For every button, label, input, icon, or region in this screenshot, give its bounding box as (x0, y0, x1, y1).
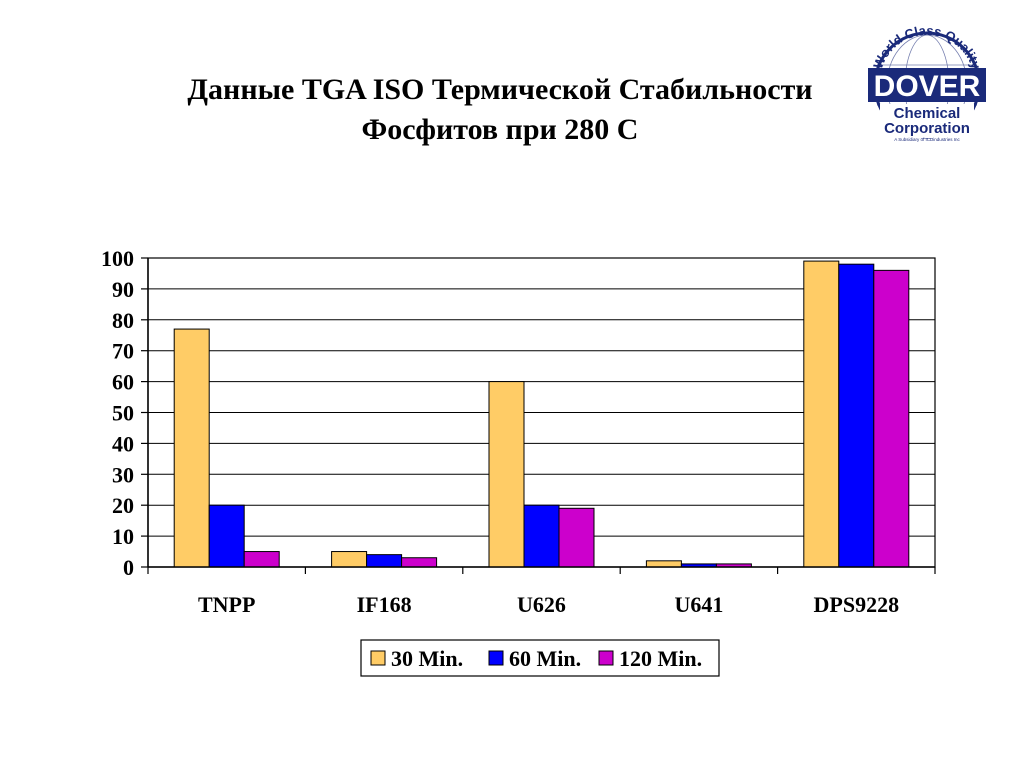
legend-swatch (598, 650, 614, 666)
y-tick-label: 50 (112, 401, 134, 426)
bar (873, 269, 910, 568)
bar (173, 328, 210, 568)
logo-brand: DOVER (874, 70, 981, 103)
x-tick-label: U626 (517, 592, 566, 617)
chart-title-line-2: Фосфитов при 280 С (361, 113, 639, 146)
bar (558, 507, 595, 568)
dover-logo: World Class Quality DOVER Chemical Corpo… (868, 23, 986, 142)
bar (488, 381, 525, 568)
bar (243, 551, 280, 568)
x-tick-label: U641 (674, 592, 723, 617)
x-tick-label: IF168 (357, 592, 412, 617)
bar (401, 557, 438, 568)
bar (523, 504, 560, 568)
logo-line-2: Corporation (884, 120, 970, 137)
x-tick-label: DPS9228 (814, 592, 900, 617)
y-tick-label: 70 (112, 339, 134, 364)
bar (838, 263, 875, 568)
bar (331, 551, 368, 568)
y-tick-label: 100 (101, 246, 134, 271)
legend-swatch (488, 650, 504, 666)
y-tick-label: 60 (112, 370, 134, 395)
y-tick-label: 90 (112, 277, 134, 302)
y-tick-label: 0 (123, 555, 134, 580)
legend-label: 60 Min. (509, 646, 581, 671)
logo-line-1: Chemical (894, 105, 961, 122)
bar (645, 560, 682, 568)
legend-box (360, 639, 720, 677)
bar (208, 504, 245, 568)
chart-title-line-1: Данные TGA ISO Термической Стабильности (187, 73, 813, 106)
legend-swatch (370, 650, 386, 666)
chart-title: Данные TGA ISO Термической Стабильности … (80, 70, 920, 150)
y-tick-label: 20 (112, 493, 134, 518)
logo-subline: A Subsidiary of ICDindustries Inc (894, 137, 960, 142)
y-tick-label: 80 (112, 308, 134, 333)
legend-label: 120 Min. (619, 646, 702, 671)
x-tick-label: TNPP (198, 592, 255, 617)
y-tick-label: 40 (112, 431, 134, 456)
legend: 30 Min. 60 Min. 120 Min. (360, 639, 720, 677)
legend-label: 30 Min. (391, 646, 463, 671)
bars-layer (173, 260, 910, 568)
y-tick-label: 10 (112, 524, 134, 549)
bar (366, 554, 403, 568)
axis-layer: 0 10 20 30 40 50 60 70 80 90 100 TNPP IF168 U626 U641 D… (101, 246, 936, 617)
bar (803, 260, 840, 568)
y-tick-label: 30 (112, 462, 134, 487)
